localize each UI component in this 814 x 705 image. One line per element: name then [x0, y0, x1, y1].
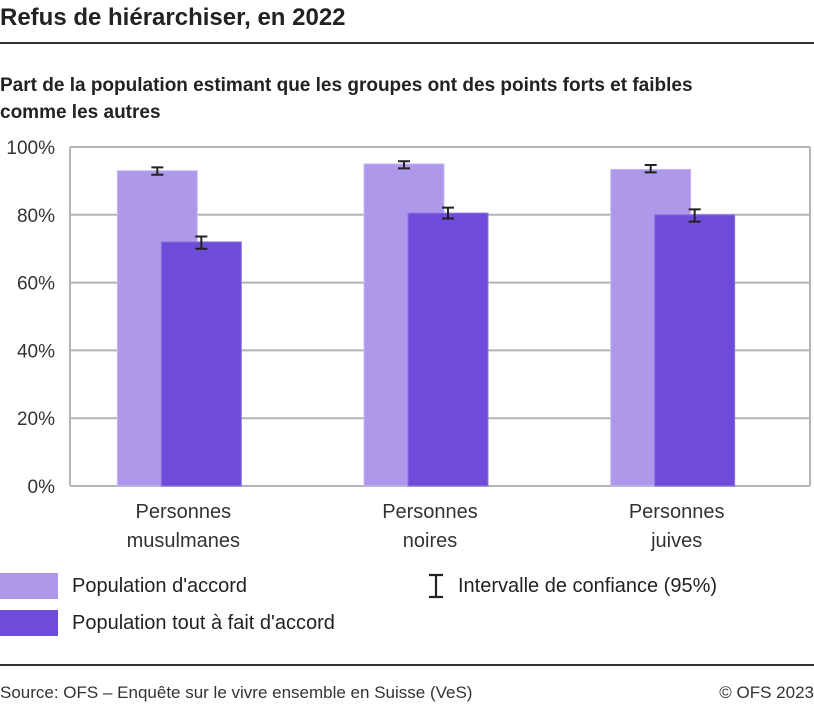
x-tick-label: Personnes: [629, 501, 725, 523]
y-tick-label: 40%: [17, 341, 55, 362]
y-tick-label: 80%: [17, 206, 55, 227]
legend-item-accord: Population d'accord: [0, 573, 247, 599]
x-tick-label: Personnes: [382, 501, 478, 523]
copyright: © OFS 2023: [719, 683, 814, 702]
bar: [654, 214, 736, 487]
error-bar: [644, 163, 657, 174]
error-bar: [195, 235, 208, 250]
divider: [0, 42, 814, 44]
bar: [407, 212, 489, 487]
chart-title: Refus de hiérarchiser, en 2022: [0, 4, 346, 31]
error-bar: [151, 166, 164, 176]
legend-swatch: [0, 573, 58, 599]
bar: [160, 241, 242, 487]
legend-label: Population d'accord: [72, 574, 248, 597]
x-tick-label: Personnes: [136, 501, 232, 523]
error-bar: [688, 208, 701, 223]
error-bar: [398, 160, 410, 170]
y-tick-label: 100%: [6, 138, 55, 159]
chart-subtitle: Part de la population estimant que les g…: [0, 75, 693, 123]
source-note: Source: OFS – Enquête sur le vivre ensem…: [0, 683, 473, 702]
error-bar-icon: [429, 573, 443, 599]
y-tick-label: 20%: [17, 409, 55, 430]
legend-item-ci: Intervalle de confiance (95%): [426, 573, 717, 599]
x-tick-label: juives: [650, 530, 702, 552]
y-tick-label: 60%: [17, 274, 55, 295]
legend-item-tout-a-fait: Population tout à fait d'accord: [0, 610, 335, 636]
legend-label: Intervalle de confiance (95%): [458, 574, 718, 597]
divider: [0, 664, 814, 666]
error-bar: [442, 206, 454, 220]
legend-swatch: [0, 610, 58, 636]
legend-label: Population tout à fait d'accord: [72, 611, 335, 634]
x-tick-label: noires: [403, 530, 457, 552]
y-tick-label: 0%: [28, 477, 56, 498]
x-tick-label: musulmanes: [127, 530, 240, 552]
plot-area: 0% 20% 40% 60% 80% 100% Personnes musulmanes Per…: [6, 138, 811, 552]
